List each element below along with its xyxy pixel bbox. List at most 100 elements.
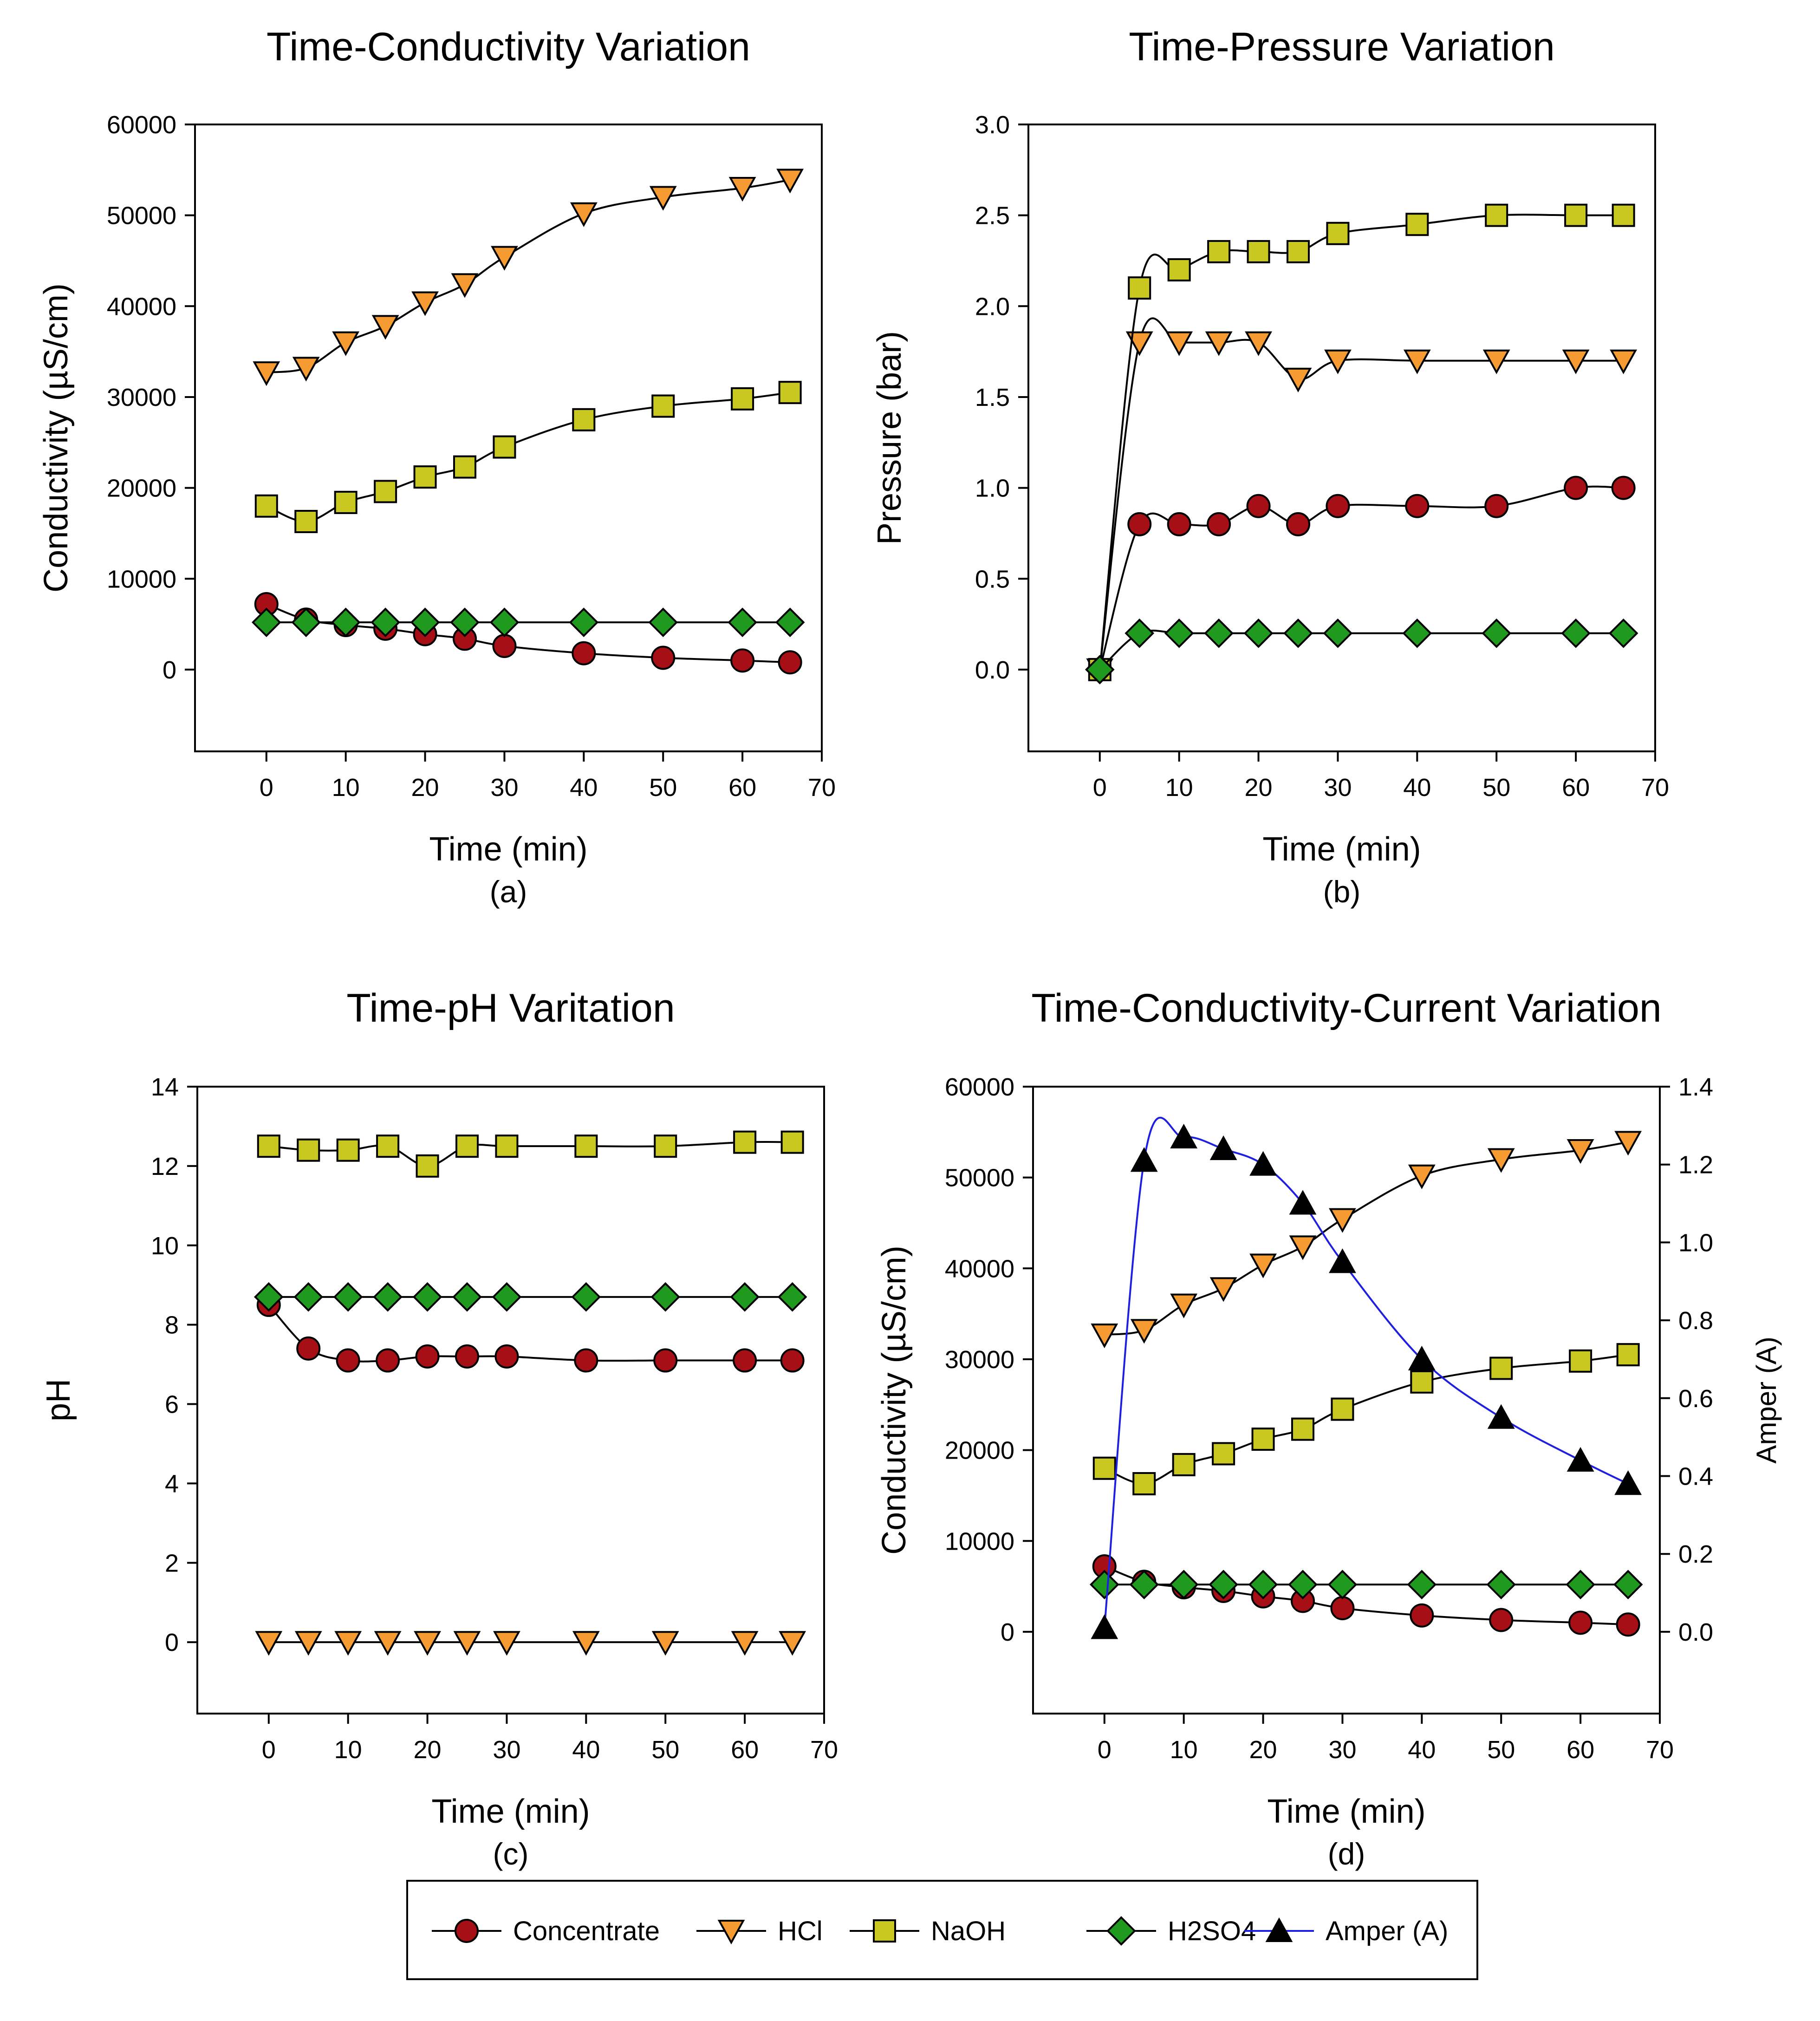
chart-panel-b: Time-Pressure Variation 0 10 20 30 40 50 60 70 0.… — [871, 25, 1669, 909]
data-point-naoh — [1331, 1397, 1354, 1421]
legend-marker-concentrate — [455, 1919, 479, 1943]
data-point-naoh — [780, 1130, 804, 1154]
data-point-h2so4 — [1169, 1570, 1199, 1600]
data-point-h2so4 — [373, 1282, 403, 1312]
x-tick-label: 40 — [570, 774, 598, 802]
data-point-naoh — [1092, 1456, 1116, 1480]
data-point-h2so4 — [1566, 1570, 1595, 1600]
legend: Concentrate HCl NaOH H2SO4 Amper (A) — [406, 1880, 1478, 1980]
data-point-h2so4 — [1486, 1570, 1516, 1600]
y-tick-label: 40000 — [107, 293, 176, 320]
data-point-concentrate — [1246, 494, 1271, 518]
data-point-h2so4 — [291, 607, 321, 638]
x-tick-label: 60 — [728, 774, 756, 802]
y-tick-label: 30000 — [945, 1346, 1014, 1374]
data-point-h2so4 — [489, 607, 520, 638]
data-point-naoh — [1485, 203, 1508, 227]
data-point-h2so4 — [333, 1282, 363, 1312]
x-tick-label: 10 — [1170, 1736, 1198, 1764]
data-point-hcl — [451, 273, 479, 298]
x-tick-label: 20 — [414, 1736, 442, 1764]
data-point-h2so4 — [569, 607, 599, 638]
data-point-hcl — [253, 361, 280, 386]
data-point-concentrate — [1207, 512, 1231, 536]
data-point-naoh — [336, 1138, 360, 1162]
data-point-hcl — [493, 1631, 520, 1656]
y-tick-label: 40000 — [945, 1255, 1014, 1283]
data-point-amper — [1329, 1248, 1356, 1273]
data-point-naoh — [1167, 258, 1191, 282]
data-point-concentrate — [492, 634, 517, 658]
data-point-hcl — [1245, 331, 1272, 356]
y-tick-label: 12 — [151, 1153, 179, 1180]
y-tick-label: 50000 — [107, 202, 176, 230]
data-point-hcl — [414, 1631, 441, 1656]
data-point-naoh — [257, 1134, 280, 1158]
data-point-hcl — [292, 357, 320, 382]
x-tick-label: 20 — [1249, 1736, 1277, 1764]
data-point-naoh — [572, 408, 596, 431]
data-point-naoh — [495, 1134, 519, 1158]
x-tick-label: 40 — [572, 1736, 600, 1764]
y-tick-label: 0 — [165, 1629, 179, 1656]
x-tick-label: 10 — [334, 1736, 362, 1764]
data-point-hcl — [572, 1631, 600, 1656]
x-tick-label: 0 — [1098, 1736, 1112, 1764]
data-point-hcl — [1205, 331, 1233, 356]
data-point-hcl — [570, 202, 598, 227]
data-point-h2so4 — [1407, 1570, 1437, 1600]
data-point-naoh — [1287, 240, 1310, 263]
data-point-h2so4 — [452, 1282, 482, 1312]
y-tick-label: 1.0 — [975, 475, 1010, 502]
legend-item-naoh: NaOH — [850, 1916, 1006, 1946]
data-point-concentrate — [1167, 512, 1191, 536]
data-point-naoh — [493, 435, 516, 459]
y-tick-label: 0 — [162, 656, 176, 684]
x-axis-label: Time (min) — [1262, 831, 1421, 868]
data-point-hcl — [1289, 1235, 1317, 1260]
data-point-amper — [1130, 1147, 1158, 1172]
y-tick-label: 4 — [165, 1470, 179, 1498]
data-point-hcl — [649, 186, 677, 211]
data-point-hcl — [731, 1631, 759, 1656]
y2-tick-label: 1.0 — [1678, 1229, 1713, 1257]
data-point-hcl — [1403, 349, 1431, 374]
data-point-amper — [1408, 1345, 1436, 1370]
y-tick-label: 2 — [165, 1549, 179, 1577]
x-tick-label: 70 — [1646, 1736, 1674, 1764]
data-point-h2so4 — [571, 1282, 601, 1312]
data-point-hcl — [294, 1631, 322, 1656]
data-point-h2so4 — [1561, 618, 1591, 648]
plot-frame — [1032, 1086, 1661, 1715]
data-point-h2so4 — [251, 607, 281, 638]
x-tick-label: 30 — [493, 1736, 520, 1764]
data-point-naoh — [1212, 1442, 1235, 1466]
data-point-hcl — [1482, 349, 1510, 374]
data-point-concentrate — [653, 1348, 678, 1373]
y-tick-label: 14 — [151, 1073, 179, 1101]
data-point-hcl — [1209, 1277, 1237, 1302]
data-point-naoh — [1564, 203, 1588, 227]
data-point-naoh — [1569, 1349, 1592, 1373]
data-point-amper — [1487, 1404, 1515, 1429]
x-tick-label: 50 — [649, 774, 677, 802]
chart-panel-c: Time-pH Varitation 0 10 20 30 40 50 60 70 0 2 4 6 8 10… — [40, 986, 838, 1871]
x-axis-label: Time (min) — [429, 831, 587, 868]
y2-axis-label: Amper (A) — [1751, 1336, 1782, 1463]
data-point-hcl — [776, 169, 804, 194]
chart-title: Time-Conductivity-Current Variation — [1031, 986, 1661, 1030]
data-point-h2so4 — [293, 1282, 324, 1312]
data-point-concentrate — [1611, 476, 1636, 500]
legend-marker-amper — [1265, 1917, 1293, 1942]
x-tick-label: 0 — [262, 1736, 276, 1764]
legend-label: Concentrate — [513, 1916, 660, 1946]
y2-tick-label: 1.2 — [1678, 1151, 1713, 1179]
y-tick-label: 1.5 — [975, 384, 1010, 411]
data-point-naoh — [455, 1134, 479, 1158]
data-point-h2so4 — [1613, 1570, 1643, 1600]
data-point-concentrate — [574, 1348, 598, 1373]
data-point-h2so4 — [370, 607, 400, 638]
legend-label: Amper (A) — [1326, 1916, 1448, 1946]
x-tick-label: 0 — [260, 774, 273, 802]
data-point-naoh — [1251, 1428, 1275, 1451]
